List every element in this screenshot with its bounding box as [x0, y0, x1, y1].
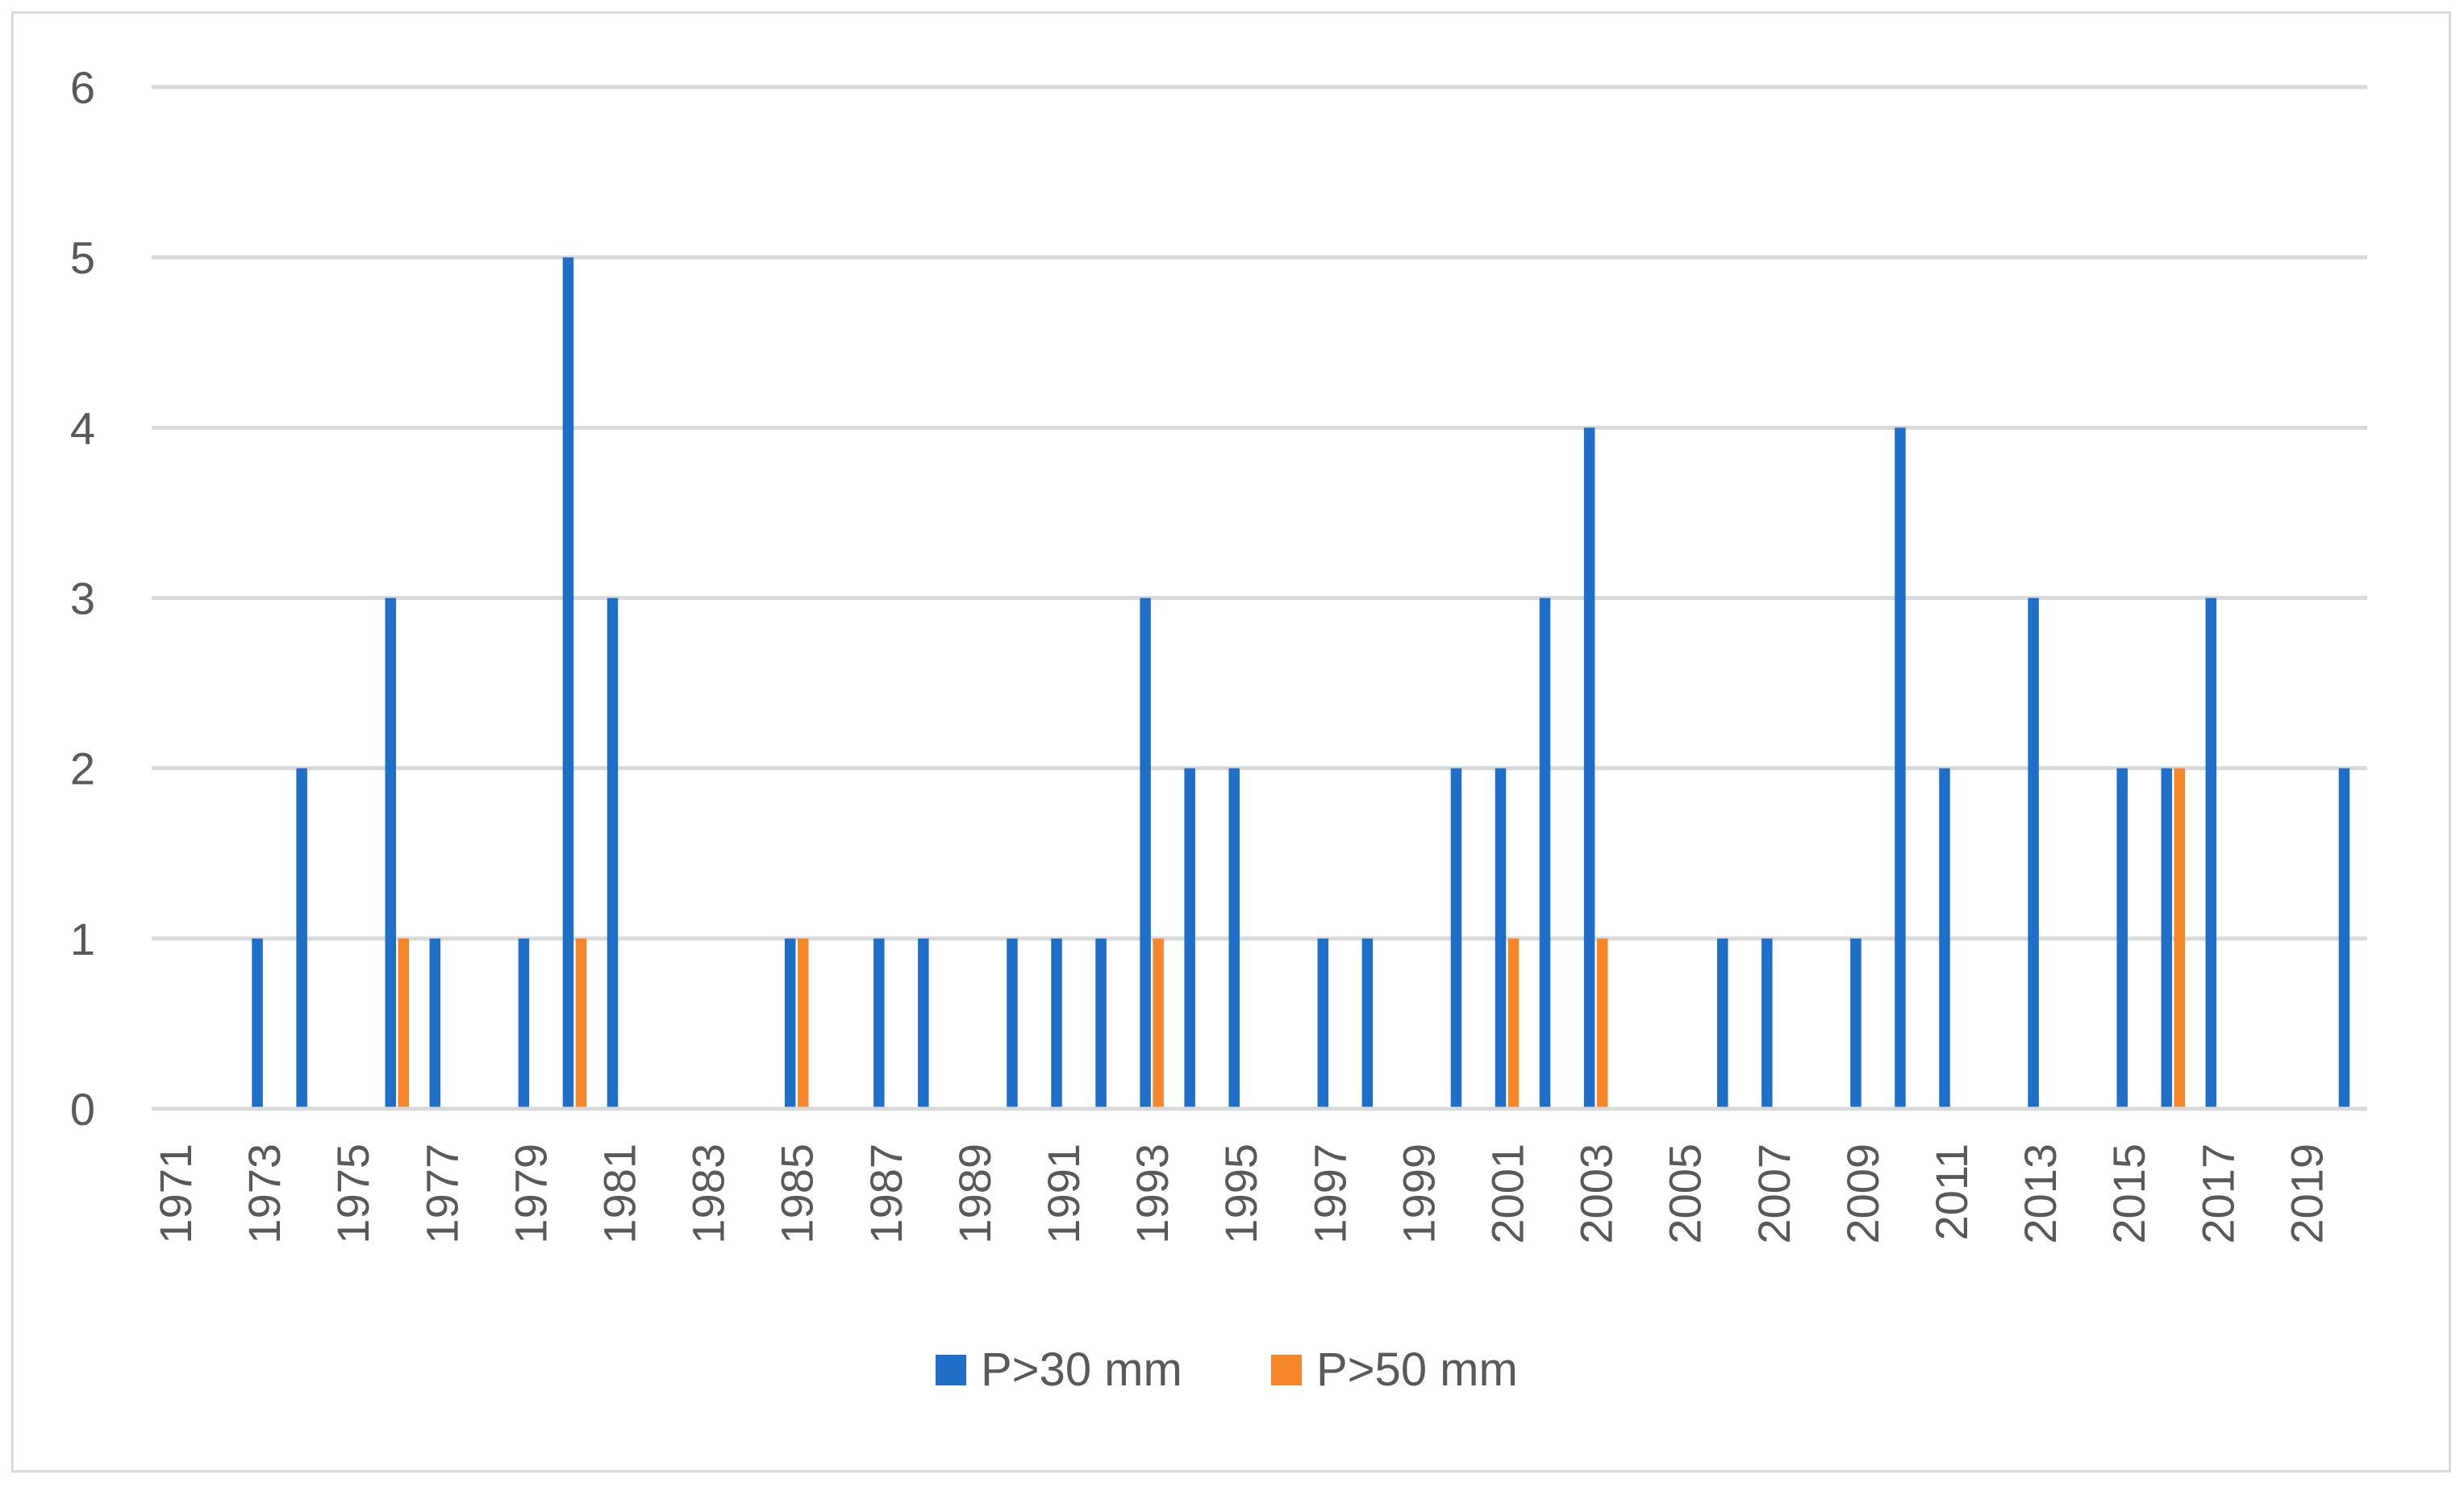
bar-p30-1995 [1228, 768, 1240, 1109]
x-tick-label: 2003 [1571, 1143, 1622, 1244]
y-axis-labels: 0 1 2 3 4 5 6 [70, 62, 95, 1135]
x-tick-label: 2011 [1926, 1143, 1977, 1240]
x-tick-label: 2015 [2103, 1143, 2154, 1244]
bar-p30-1981 [607, 598, 619, 1109]
bar-p30-2003 [1583, 427, 1595, 1109]
bar-p50-2016 [2174, 768, 2185, 1109]
bar-p30-2002 [1539, 598, 1551, 1109]
bar-p30-1990 [1007, 938, 1018, 1109]
bar-p30-2010 [1895, 427, 1906, 1109]
x-tick-label: 1995 [1215, 1143, 1266, 1244]
x-tick-label: 2019 [2281, 1143, 2332, 1244]
bar-p50-1993 [1153, 938, 1164, 1109]
bar-p30-2013 [2028, 598, 2039, 1109]
x-tick-label: 1987 [861, 1143, 911, 1244]
legend-swatch-p30 [936, 1355, 966, 1385]
x-tick-label: 1975 [327, 1143, 378, 1244]
bars [252, 257, 2350, 1110]
x-tick-label: 1979 [505, 1143, 556, 1244]
y-tick-label: 4 [70, 402, 95, 453]
x-tick-label: 2005 [1660, 1143, 1711, 1244]
y-tick-label: 3 [70, 573, 95, 624]
x-tick-label: 1977 [416, 1143, 467, 1244]
x-tick-label: 1983 [683, 1143, 734, 1244]
bar-p30-1988 [918, 938, 929, 1109]
bar-p30-1985 [784, 938, 796, 1109]
y-tick-label: 0 [70, 1084, 95, 1135]
y-tick-label: 1 [70, 914, 95, 964]
bar-p30-2001 [1495, 768, 1507, 1109]
chart-frame [11, 11, 2451, 1472]
bar-p30-2000 [1450, 768, 1462, 1109]
bar-p30-1997 [1317, 938, 1329, 1109]
y-tick-label: 2 [70, 744, 95, 794]
bar-p30-2016 [2161, 768, 2172, 1109]
y-tick-label: 6 [70, 62, 95, 113]
x-tick-label: 1993 [1127, 1143, 1178, 1244]
bar-p30-1976 [385, 598, 396, 1109]
bar-p50-2003 [1596, 938, 1608, 1109]
bar-p30-1987 [873, 938, 885, 1109]
x-tick-label: 2013 [2015, 1143, 2066, 1244]
bar-p50-1980 [575, 938, 587, 1109]
x-axis-labels: 1971 1973 1975 1977 1979 1981 1983 1985 1987 1989… [150, 1143, 2332, 1244]
bar-p30-1974 [296, 768, 307, 1109]
bar-p30-2011 [1939, 768, 1950, 1109]
bar-p30-1980 [562, 257, 574, 1110]
bar-p30-2009 [1850, 938, 1862, 1109]
bar-p30-2007 [1761, 938, 1773, 1109]
bar-p30-2015 [2116, 768, 2128, 1109]
x-tick-label: 2001 [1482, 1143, 1533, 1244]
y-tick-label: 5 [70, 232, 95, 283]
bar-p30-1994 [1184, 768, 1195, 1109]
bar-p50-1976 [398, 938, 409, 1109]
bar-p30-2017 [2205, 598, 2217, 1109]
bar-p30-2006 [1717, 938, 1728, 1109]
x-tick-label: 1997 [1304, 1143, 1355, 1244]
bar-p30-1973 [252, 938, 263, 1109]
bar-p30-1991 [1051, 938, 1062, 1109]
bar-p30-1992 [1095, 938, 1107, 1109]
bar-p50-1985 [797, 938, 809, 1109]
x-tick-label: 1991 [1038, 1143, 1089, 1244]
bar-p30-1979 [518, 938, 530, 1109]
bar-p50-2001 [1507, 938, 1520, 1109]
x-tick-label: 2009 [1837, 1143, 1888, 1244]
bar-p30-1993 [1140, 598, 1151, 1109]
x-tick-label: 1999 [1393, 1143, 1444, 1244]
x-tick-label: 1981 [594, 1143, 645, 1244]
x-tick-label: 1989 [949, 1143, 1000, 1244]
bar-p30-1998 [1361, 938, 1374, 1109]
x-tick-label: 1973 [239, 1143, 290, 1244]
legend: P>30 mm P>50 mm [936, 1343, 1518, 1396]
legend-label-p30: P>30 mm [981, 1343, 1182, 1396]
legend-label-p50: P>50 mm [1316, 1343, 1518, 1396]
x-tick-label: 1985 [772, 1143, 823, 1244]
legend-swatch-p50 [1271, 1355, 1302, 1385]
bar-p30-1977 [429, 938, 441, 1109]
x-tick-label: 2007 [1749, 1143, 1799, 1244]
x-tick-label: 2017 [2192, 1143, 2243, 1244]
bar-p30-2020 [2338, 768, 2350, 1109]
x-tick-label: 1971 [150, 1143, 201, 1244]
